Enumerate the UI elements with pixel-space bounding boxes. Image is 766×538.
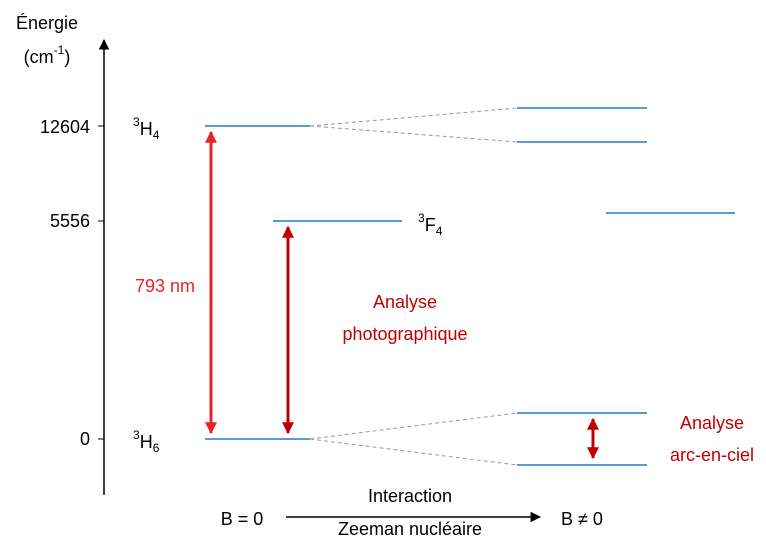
split-line xyxy=(309,438,518,466)
split-line xyxy=(309,125,518,143)
interaction-label: Zeeman nucléaire xyxy=(338,519,482,538)
tick-label: 12604 xyxy=(40,117,90,137)
tick-label: 0 xyxy=(80,429,90,449)
field-label: B ≠ 0 xyxy=(561,509,603,529)
interaction-label: Interaction xyxy=(368,486,452,506)
split-line xyxy=(309,412,518,440)
annotation: photographique xyxy=(342,324,467,344)
annotation: Analyse xyxy=(680,413,744,433)
annotation: Analyse xyxy=(373,292,437,312)
split-line xyxy=(309,107,518,127)
level-label: 3H6 xyxy=(133,428,160,455)
axis-title: Énergie xyxy=(16,13,78,33)
level-label: 3H4 xyxy=(133,115,160,142)
annotation: 793 nm xyxy=(135,276,195,296)
axis-unit: (cm-1) xyxy=(24,43,71,67)
tick-label: 5556 xyxy=(50,211,90,231)
field-label: B = 0 xyxy=(221,509,264,529)
level-label: 3F4 xyxy=(418,211,443,238)
annotation: arc-en-ciel xyxy=(670,445,754,465)
